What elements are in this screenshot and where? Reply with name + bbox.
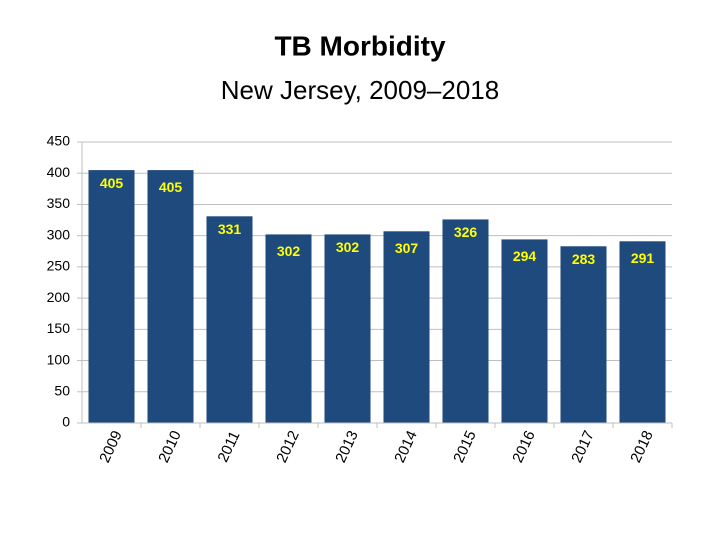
bar bbox=[206, 216, 253, 423]
data-label: 302 bbox=[277, 243, 301, 259]
data-label: 294 bbox=[513, 248, 537, 264]
y-tick-label: 200 bbox=[47, 289, 71, 305]
x-tick-label: 2017 bbox=[568, 428, 598, 465]
y-tick-label: 100 bbox=[47, 351, 71, 367]
y-tick-label: 300 bbox=[47, 226, 71, 242]
bar bbox=[501, 239, 548, 423]
data-label: 291 bbox=[631, 250, 655, 266]
bar bbox=[619, 241, 666, 423]
bar bbox=[88, 170, 135, 423]
x-tick-label: 2012 bbox=[273, 428, 303, 465]
bar bbox=[324, 234, 371, 423]
y-tick-label: 50 bbox=[54, 382, 70, 398]
chart-title: TB Morbidity bbox=[274, 30, 446, 61]
data-label: 405 bbox=[159, 179, 183, 195]
data-label: 405 bbox=[100, 175, 124, 191]
data-label: 283 bbox=[572, 251, 596, 267]
x-tick-label: 2015 bbox=[450, 428, 480, 465]
x-tick-label: 2009 bbox=[96, 428, 126, 465]
x-tick-label: 2013 bbox=[332, 428, 362, 465]
y-tick-label: 150 bbox=[47, 320, 71, 336]
x-tick-label: 2014 bbox=[391, 428, 421, 465]
bar bbox=[442, 219, 489, 423]
x-tick-label: 2016 bbox=[509, 428, 539, 465]
y-tick-label: 0 bbox=[62, 414, 70, 430]
y-tick-label: 400 bbox=[47, 164, 71, 180]
x-tick-label: 2018 bbox=[627, 428, 657, 465]
bar bbox=[147, 170, 194, 423]
data-label: 302 bbox=[336, 239, 360, 255]
x-tick-label: 2010 bbox=[155, 428, 185, 465]
data-label: 326 bbox=[454, 224, 478, 240]
bar bbox=[560, 246, 607, 423]
y-tick-label: 350 bbox=[47, 195, 71, 211]
y-tick-label: 250 bbox=[47, 258, 71, 274]
bar bbox=[383, 231, 430, 423]
data-label: 307 bbox=[395, 240, 419, 256]
chart-subtitle: New Jersey, 2009–2018 bbox=[221, 75, 499, 105]
x-tick-label: 2011 bbox=[214, 429, 243, 465]
bar bbox=[265, 234, 312, 423]
data-label: 331 bbox=[218, 221, 242, 237]
y-tick-label: 450 bbox=[47, 133, 71, 149]
